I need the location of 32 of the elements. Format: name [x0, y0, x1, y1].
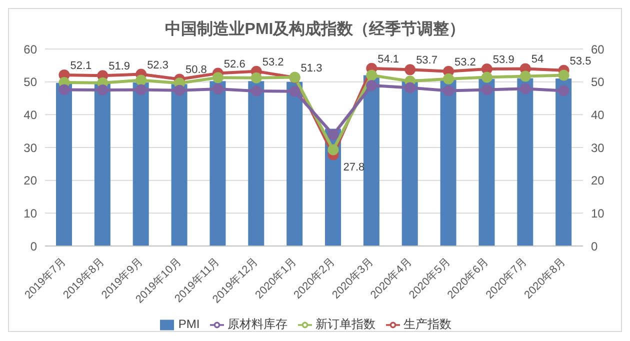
data-label: 53.7 — [416, 54, 438, 67]
y2-tick-label: 30 — [591, 140, 605, 155]
data-label: 54.1 — [378, 53, 400, 66]
y2-tick-label: 40 — [591, 108, 605, 122]
data-label: 54 — [531, 54, 544, 66]
y2-tick-label: 0 — [591, 239, 598, 254]
y-tick-label: 0 — [30, 239, 38, 254]
legend-label: 原材料库存 — [228, 317, 288, 331]
legend-label: PMI — [178, 317, 200, 331]
data-label: 52.3 — [147, 59, 168, 72]
y-tick-label: 10 — [24, 206, 38, 220]
data-label: 52.6 — [224, 58, 246, 70]
y2-tick-label: 60 — [591, 42, 605, 56]
data-label: 50.8 — [186, 64, 207, 76]
data-label: 53.2 — [262, 56, 284, 68]
data-label: 53.9 — [492, 54, 514, 66]
data-label: 53.2 — [454, 56, 476, 68]
y-tick-label: 50 — [24, 75, 38, 90]
data-label: 52.1 — [70, 60, 92, 72]
y-tick-label: 20 — [24, 174, 38, 188]
data-label: 51.9 — [108, 60, 130, 73]
data-label: 51.3 — [300, 62, 322, 75]
y2-tick-label: 10 — [591, 206, 605, 220]
data-label: 53.5 — [570, 55, 592, 68]
y-tick-label: 60 — [24, 42, 38, 56]
legend-label: 新订单指数 — [316, 317, 376, 331]
y-tick-label: 40 — [24, 108, 38, 122]
y2-tick-label: 20 — [591, 174, 605, 188]
legend-label: 生产指数 — [404, 317, 452, 331]
chart-title: 中国制造业PMI及构成指数（经季节调整） — [164, 19, 466, 40]
y-tick-label: 30 — [24, 140, 38, 155]
y2-tick-label: 50 — [591, 75, 605, 90]
